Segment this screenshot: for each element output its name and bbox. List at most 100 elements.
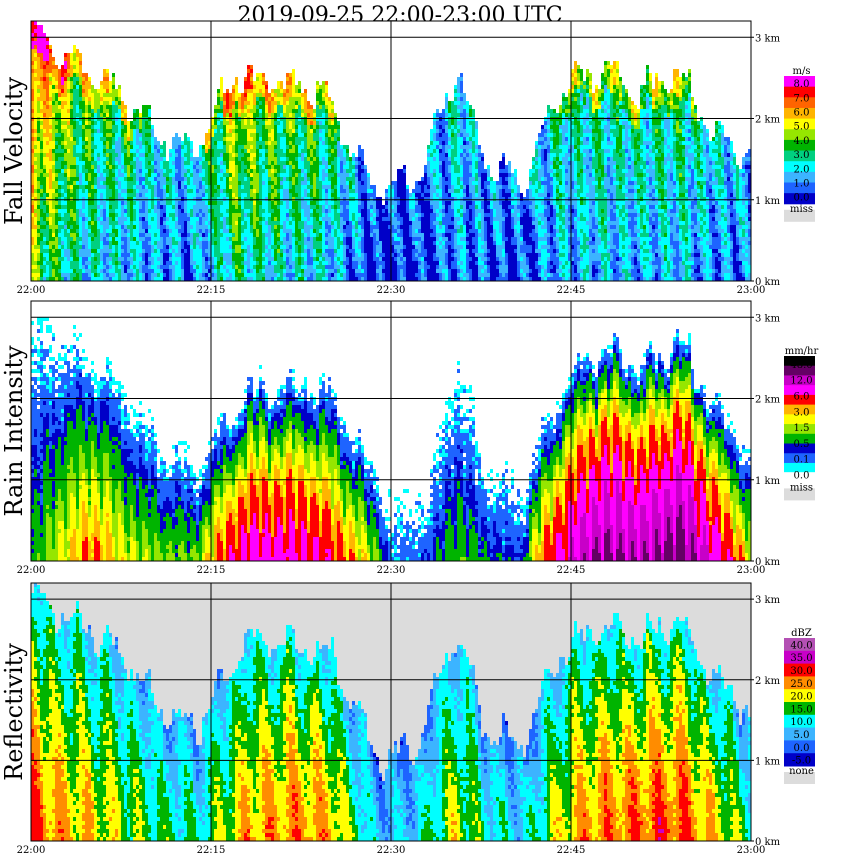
heatmap-cell [127, 277, 130, 281]
heatmap-cell [82, 165, 85, 169]
heatmap-cell [40, 33, 43, 37]
heatmap-cell [118, 185, 121, 189]
heatmap-cell [55, 269, 58, 273]
heatmap-cell [97, 101, 100, 105]
heatmap-cell [46, 205, 49, 209]
heatmap-cell [67, 109, 70, 113]
heatmap-cell [88, 189, 91, 193]
heatmap-cell [85, 105, 88, 109]
heatmap-cell [109, 253, 112, 257]
heatmap-cell [64, 89, 67, 93]
heatmap-cell [79, 257, 82, 261]
heatmap-cell [43, 169, 46, 173]
heatmap-cell [118, 189, 121, 193]
heatmap-cell [55, 77, 58, 81]
heatmap-cell [121, 205, 124, 209]
heatmap-cell [91, 97, 94, 101]
heatmap-cell [124, 165, 127, 169]
heatmap-cell [34, 45, 37, 49]
heatmap-cell [115, 213, 118, 217]
heatmap-cell [121, 237, 124, 241]
heatmap-cell [55, 217, 58, 221]
heatmap-cell [79, 149, 82, 153]
heatmap-cell [46, 69, 49, 73]
heatmap-cell [115, 209, 118, 213]
heatmap-cell [103, 229, 106, 233]
heatmap-cell [121, 245, 124, 249]
heatmap-cell [73, 177, 76, 181]
heatmap-cell [70, 209, 73, 213]
heatmap-cell [73, 65, 76, 69]
heatmap-cell [121, 193, 124, 197]
heatmap-cell [70, 189, 73, 193]
heatmap-cell [82, 173, 85, 177]
heatmap-cell [91, 101, 94, 105]
heatmap-cell [118, 241, 121, 245]
heatmap-cell [82, 225, 85, 229]
heatmap-cell [88, 265, 91, 269]
heatmap-cell [64, 205, 67, 209]
heatmap-cell [58, 121, 61, 125]
heatmap-cell [118, 113, 121, 117]
heatmap-cell [118, 129, 121, 133]
heatmap-cell [49, 129, 52, 133]
heatmap-cell [46, 237, 49, 241]
heatmap-cell [82, 157, 85, 161]
heatmap-cell [121, 233, 124, 237]
heatmap-cell [40, 233, 43, 237]
heatmap-cell [34, 93, 37, 97]
heatmap-cell [97, 185, 100, 189]
heatmap-cell [100, 145, 103, 149]
heatmap-cell [40, 197, 43, 201]
heatmap-cell [112, 77, 115, 81]
heatmap-cell [46, 89, 49, 93]
heatmap-cell [34, 133, 37, 137]
heatmap-cell [100, 165, 103, 169]
heatmap-cell [52, 125, 55, 129]
heatmap-cell [64, 225, 67, 229]
heatmap-cell [64, 277, 67, 281]
heatmap-cell [94, 241, 97, 245]
heatmap-cell [112, 161, 115, 165]
heatmap-cell [64, 253, 67, 257]
heatmap-cell [70, 249, 73, 253]
heatmap-cell [76, 69, 79, 73]
heatmap-cell [76, 57, 79, 61]
heatmap-cell [58, 77, 61, 81]
heatmap-cell [64, 101, 67, 105]
heatmap-cell [88, 193, 91, 197]
heatmap-cell [34, 161, 37, 165]
heatmap-cell [118, 153, 121, 157]
heatmap-cell [94, 265, 97, 269]
heatmap-cell [94, 249, 97, 253]
heatmap-cell [91, 133, 94, 137]
heatmap-cell [97, 193, 100, 197]
heatmap-cell [100, 205, 103, 209]
heatmap-cell [82, 125, 85, 129]
heatmap-cell [91, 249, 94, 253]
heatmap-cell [94, 269, 97, 273]
heatmap-cell [49, 225, 52, 229]
heatmap-cell [88, 273, 91, 277]
heatmap-cell [52, 161, 55, 165]
heatmap-cell [85, 145, 88, 149]
heatmap-cell [64, 77, 67, 81]
heatmap-cell [37, 173, 40, 177]
heatmap-cell [37, 225, 40, 229]
heatmap-cell [67, 69, 70, 73]
heatmap-cell [76, 197, 79, 201]
heatmap-cell [97, 197, 100, 201]
heatmap-cell [40, 101, 43, 105]
heatmap-cell [52, 265, 55, 269]
heatmap-cell [124, 209, 127, 213]
heatmap-cell [49, 209, 52, 213]
heatmap-cell [55, 97, 58, 101]
heatmap-cell [88, 141, 91, 145]
heatmap-cell [58, 81, 61, 85]
heatmap-cell [88, 269, 91, 273]
heatmap-cell [103, 261, 106, 265]
heatmap-cell [55, 245, 58, 249]
heatmap-cell [70, 141, 73, 145]
heatmap-cell [121, 137, 124, 141]
heatmap-cell [124, 197, 127, 201]
